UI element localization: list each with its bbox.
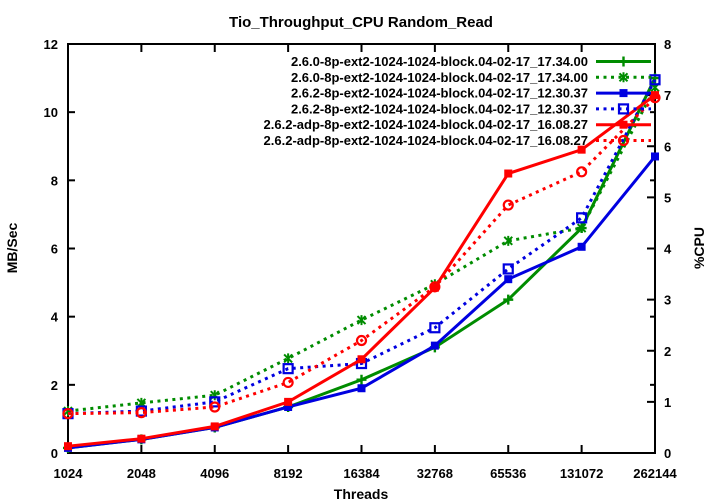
legend-label-3: 2.6.2-8p-ext2-1024-1024-block.04-02-17_1… <box>291 101 588 116</box>
y-right-tick-label: 3 <box>664 293 671 308</box>
y-right-tick-label: 2 <box>664 344 671 359</box>
open-square-marker-icon <box>209 396 221 408</box>
open-circle-marker-icon <box>502 199 514 211</box>
open-circle-marker-icon <box>135 407 147 419</box>
filled-square-marker-icon <box>619 89 628 98</box>
filled-square-marker-icon <box>577 242 586 251</box>
open-square-marker-icon <box>282 363 294 375</box>
y-left-tick-label: 10 <box>44 105 58 120</box>
asterisk-marker-icon <box>283 353 293 364</box>
filled-square-marker-icon <box>504 275 513 284</box>
filled-square-marker-icon <box>619 120 628 129</box>
filled-square-marker-icon <box>357 384 366 393</box>
y-right-tick-label: 8 <box>664 37 671 52</box>
open-circle-marker-icon <box>617 134 630 147</box>
series-line-2 <box>67 155 657 450</box>
x-tick-label: 8192 <box>274 466 303 481</box>
x-tick-label: 65536 <box>490 466 526 481</box>
series-line-1 <box>67 86 657 413</box>
open-circle-marker-icon <box>576 166 588 178</box>
legend-label-2: 2.6.2-8p-ext2-1024-1024-block.04-02-17_1… <box>291 86 588 101</box>
plot-generated-content: 1024 2048 4096 8192 16384 32768 65536 131072 262… <box>44 37 678 481</box>
legend-label-1: 2.6.0-8p-ext2-1024-1024-block.04-02-17_1… <box>291 70 588 85</box>
y-left-tick-label: 2 <box>51 378 58 393</box>
plus-marker-icon <box>618 56 629 67</box>
open-circle-marker-icon <box>62 408 74 420</box>
open-circle-marker-icon <box>282 376 294 389</box>
y-right-tick-label: 7 <box>664 88 671 103</box>
y-right-tick-label: 1 <box>664 395 671 410</box>
asterisk-marker-icon <box>618 72 629 83</box>
plus-marker-icon <box>503 294 514 305</box>
y-right-tick-label: 6 <box>664 139 671 154</box>
filled-square-marker-icon <box>651 91 659 100</box>
filled-square-marker-icon <box>284 397 293 406</box>
open-square-marker-icon <box>429 322 441 334</box>
y-left-tick-label: 4 <box>51 310 59 325</box>
open-square-marker-icon <box>502 263 514 275</box>
legend-label-0: 2.6.0-8p-ext2-1024-1024-block.04-02-17_1… <box>291 54 588 69</box>
series-line-5 <box>67 96 657 416</box>
filled-square-marker-icon <box>430 341 439 350</box>
filled-square-marker-icon <box>64 442 72 451</box>
y-left-tick-label: 6 <box>51 242 58 257</box>
open-circle-marker-icon <box>355 334 368 347</box>
open-square-marker-icon <box>649 74 661 86</box>
series-line-3 <box>67 79 657 416</box>
open-circle-marker-icon <box>649 92 661 104</box>
x-tick-label: 16384 <box>343 466 380 481</box>
open-square-marker-icon <box>617 103 630 115</box>
asterisk-marker-icon <box>356 315 367 326</box>
filled-square-marker-icon <box>357 355 366 364</box>
x-tick-label: 2048 <box>127 466 156 481</box>
legend-label-5: 2.6.2-adp-8p-ext2-1024-1024-block.04-02-… <box>264 133 588 148</box>
open-circle-marker-icon <box>209 401 221 413</box>
y-left-tick-label: 8 <box>51 173 58 188</box>
y-right-tick-label: 5 <box>664 190 671 205</box>
x-axis-label: Threads <box>334 486 389 502</box>
x-tick-label: 262144 <box>633 466 677 481</box>
filled-square-marker-icon <box>210 422 219 431</box>
filled-square-marker-icon <box>504 169 513 178</box>
y-right-tick-label: 0 <box>664 446 671 461</box>
plot-border <box>67 43 656 454</box>
filled-square-marker-icon <box>651 152 659 161</box>
x-tick-label: 4096 <box>200 466 229 481</box>
y-left-tick-label: 0 <box>51 446 58 461</box>
open-square-marker-icon <box>576 212 588 224</box>
y-axis-left-label: MB/Sec <box>4 223 20 274</box>
filled-square-marker-icon <box>577 145 586 154</box>
filled-square-marker-icon <box>284 402 293 411</box>
y-right-tick-label: 4 <box>664 242 672 257</box>
chart-title: Tio_Throughput_CPU Random_Read <box>229 14 493 31</box>
y-left-tick-label: 12 <box>44 37 58 52</box>
x-tick-label: 131072 <box>560 466 603 481</box>
legend-label-4: 2.6.2-adp-8p-ext2-1024-1024-block.04-02-… <box>264 117 588 132</box>
asterisk-marker-icon <box>503 235 513 246</box>
asterisk-marker-icon <box>576 223 587 234</box>
plus-marker-icon <box>356 374 367 385</box>
filled-square-marker-icon <box>137 434 146 443</box>
x-tick-label: 1024 <box>54 466 84 481</box>
x-tick-label: 32768 <box>417 466 453 481</box>
y-axis-right-label: %CPU <box>691 227 707 269</box>
open-circle-marker-icon <box>429 281 441 293</box>
